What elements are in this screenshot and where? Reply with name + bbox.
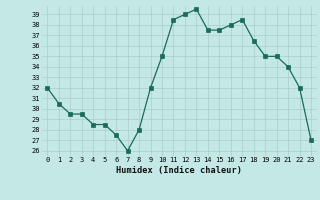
X-axis label: Humidex (Indice chaleur): Humidex (Indice chaleur) bbox=[116, 166, 242, 175]
